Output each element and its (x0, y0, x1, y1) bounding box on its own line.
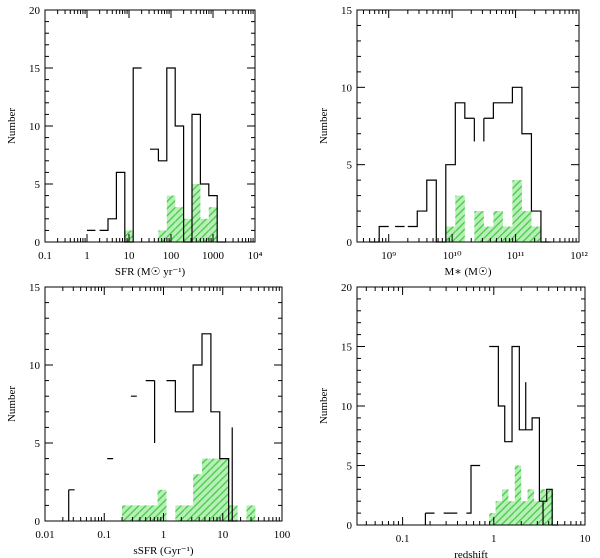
y-tick-label: 15 (29, 63, 41, 75)
y-tick-label: 0 (35, 237, 41, 249)
hatched-bar (502, 489, 509, 525)
hatched-bar (208, 207, 218, 242)
hatched-bar (502, 226, 513, 242)
hatched-bar (122, 505, 131, 521)
hatched-bar (493, 211, 503, 242)
x-tick-label: 10⁴ (248, 250, 263, 262)
hatched-bar (508, 501, 515, 525)
x-axis-label: redshift (454, 549, 488, 558)
plot-frame (44, 286, 283, 522)
y-tick-label: 5 (35, 438, 41, 450)
x-tick-label: 0.1 (396, 533, 410, 545)
hatched-bar (228, 505, 238, 521)
hatched-bar (495, 501, 503, 525)
hatched-bar (445, 226, 456, 242)
hatched-bar (521, 501, 528, 525)
hatched-bar (489, 513, 496, 525)
hatched-bar (246, 505, 256, 521)
hatched-bar (193, 474, 203, 521)
hatched-bar (546, 489, 554, 525)
y-tick-label: 15 (29, 282, 41, 294)
hatched-bar (175, 207, 184, 242)
hatched-bar (512, 180, 522, 242)
hatched-bar (157, 489, 167, 521)
x-tick-label: 10 (124, 250, 136, 262)
hatched-bar (202, 458, 211, 521)
x-tick-label: 0.1 (97, 529, 111, 541)
y-tick-label: 10 (29, 360, 41, 372)
x-axis-label: M∗ (M☉) (445, 266, 492, 278)
y-axis-label: Number (318, 388, 330, 424)
hatched-bar (184, 505, 194, 521)
x-tick-label: 10¹¹ (507, 250, 525, 262)
panel-redshift: 0 5 10 15 20 0.1 1 10 redshift Number (318, 282, 591, 558)
x-tick-label: 10¹² (570, 250, 588, 262)
y-tick-label: 0 (35, 516, 41, 528)
y-tick-label: 15 (341, 5, 353, 17)
x-tick-label: 100 (274, 529, 291, 541)
x-tick-label: 100 (163, 250, 180, 262)
y-axis-label: Number (6, 108, 18, 144)
y-tick-label: 20 (29, 5, 41, 17)
hatched-bar (219, 458, 229, 521)
hatched-bar (166, 195, 176, 242)
hatched-bar (139, 505, 149, 521)
x-tick-label: 0.1 (38, 250, 52, 262)
x-tick-label: 1 (491, 533, 497, 545)
plot-frame (356, 9, 580, 243)
hatched-bar (148, 505, 158, 521)
hatched-bar (200, 218, 209, 242)
y-axis-label: Number (318, 108, 330, 144)
x-tick-label: 1 (84, 250, 90, 262)
hatched-bar (514, 465, 522, 525)
y-tick-label: 10 (341, 82, 353, 94)
hatched-bar (483, 226, 494, 242)
hatched-bar (210, 458, 220, 521)
hatched-bar (521, 211, 532, 242)
x-tick-label: 10⁹ (381, 250, 396, 262)
x-axis-label: sSFR (Gyr⁻¹) (133, 545, 193, 557)
outline-histogram (425, 345, 558, 526)
y-tick-label: 10 (29, 121, 41, 133)
hatched-bar (130, 505, 140, 521)
panel-sfr: 0 5 10 15 20 0.1 1 10 100 1000 10⁴ SFR (M☉ yr⁻¹) Num… (6, 5, 263, 278)
y-tick-label: 0 (347, 237, 353, 249)
x-tick-label: 10 (217, 529, 229, 541)
hatched-bar (175, 505, 185, 521)
outline-histogram (68, 333, 238, 522)
outline-histogram (369, 86, 551, 243)
x-axis-label: SFR (M☉ yr⁻¹) (115, 266, 186, 278)
plot-frame (44, 9, 256, 243)
outline-histogram (87, 67, 226, 243)
hatched-bar (474, 211, 484, 242)
hatched-bar (192, 184, 201, 242)
x-tick-label: 10¹⁰ (443, 250, 462, 262)
x-tick-label: 10 (580, 533, 592, 545)
y-tick-label: 5 (35, 179, 41, 191)
panel-stellar-mass: 0 5 10 15 10⁹ 10¹⁰ 10¹¹ 10¹² M∗ (M☉) Number (318, 5, 588, 278)
hatched-bar (533, 501, 541, 525)
hatched-bar (531, 226, 541, 242)
x-tick-label: 1000 (202, 250, 225, 262)
x-tick-label: 0.01 (35, 529, 54, 541)
y-tick-label: 15 (341, 342, 353, 354)
y-tick-label: 5 (347, 461, 353, 473)
x-tick-label: 1 (161, 529, 167, 541)
hatched-bar (455, 195, 465, 242)
y-tick-label: 20 (341, 282, 353, 294)
hatched-bar (183, 218, 192, 242)
y-tick-label: 10 (341, 401, 353, 413)
panel-ssfr: 0 5 10 15 0.01 0.1 1 10 100 sSFR (Gyr⁻¹) Number (6, 282, 291, 557)
hatched-bar (158, 230, 167, 242)
y-tick-label: 5 (347, 160, 353, 172)
y-tick-label: 0 (347, 520, 353, 532)
y-axis-label: Number (6, 386, 18, 422)
hatched-bar (527, 489, 534, 525)
